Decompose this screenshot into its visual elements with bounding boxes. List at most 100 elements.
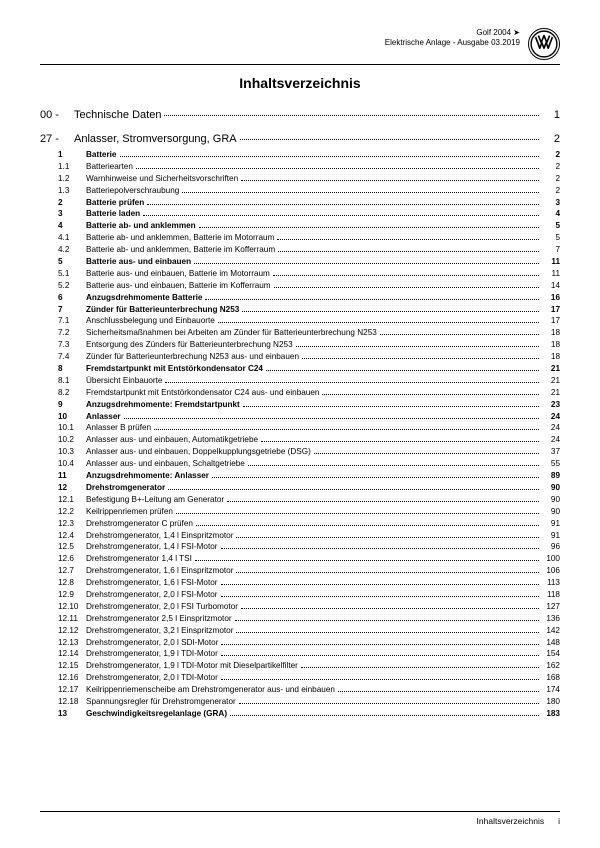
dot-leader <box>143 215 539 216</box>
entry-number: 1.2 <box>58 173 86 185</box>
dot-leader <box>277 239 539 240</box>
entry-number: 12.13 <box>58 637 86 649</box>
dot-leader <box>221 679 539 680</box>
toc-entry: 8Fremdstartpunkt mit Entstörkondensator … <box>40 363 560 375</box>
toc-entry: 4.2Batterie ab- und anklemmen, Batterie … <box>40 244 560 256</box>
entry-title: Drehstromgenerator, 1,9 l TDI-Motor <box>86 648 218 660</box>
entry-title: Befestigung B+-Leitung am Generator <box>86 494 224 506</box>
entry-page: 17 <box>542 304 560 316</box>
entry-number: 12.15 <box>58 660 86 672</box>
entry-title: Drehstromgenerator, 2,0 l FSI-Motor <box>86 589 218 601</box>
entry-page: 100 <box>542 553 560 565</box>
entry-page: 21 <box>542 375 560 387</box>
dot-leader <box>194 263 539 264</box>
entry-page: 118 <box>542 589 560 601</box>
entry-page: 18 <box>542 339 560 351</box>
entry-number: 12.8 <box>58 577 86 589</box>
entry-title: Anlasser aus- und einbauen, Schaltgetrie… <box>86 458 245 470</box>
dot-leader <box>241 180 539 181</box>
toc-entry: 1Batterie2 <box>40 149 560 161</box>
dot-leader <box>182 192 539 193</box>
entry-page: 5 <box>542 220 560 232</box>
entry-number: 7.2 <box>58 327 86 339</box>
dot-leader <box>221 548 539 549</box>
dot-leader <box>278 251 539 252</box>
dot-leader <box>241 608 539 609</box>
entry-page: 91 <box>542 518 560 530</box>
entry-title: Batteriepolverschraubung <box>86 185 179 197</box>
entry-title: Sicherheitsmaßnahmen bei Arbeiten am Zün… <box>86 327 377 339</box>
toc-entry: 1.1Batteriearten2 <box>40 161 560 173</box>
section-title: Technische Daten <box>74 109 161 121</box>
entry-title: Anzugsdrehmomente Batterie <box>86 292 202 304</box>
entry-title: Drehstromgenerator, 1,6 l FSI-Motor <box>86 577 218 589</box>
entry-number: 5 <box>58 256 86 268</box>
entry-number: 1.3 <box>58 185 86 197</box>
toc-entry: 12.13Drehstromgenerator, 2,0 l SDI-Motor… <box>40 637 560 649</box>
dot-leader <box>136 168 539 169</box>
toc-entry: 5.1Batterie aus- und einbauen, Batterie … <box>40 268 560 280</box>
entry-number: 3 <box>58 208 86 220</box>
entry-number: 7.3 <box>58 339 86 351</box>
toc-entry: 10.2Anlasser aus- und einbauen, Automati… <box>40 434 560 446</box>
entry-title: Batterie ab- und anklemmen, Batterie im … <box>86 232 274 244</box>
entry-number: 5.2 <box>58 280 86 292</box>
dot-leader <box>230 715 539 716</box>
entry-page: 106 <box>542 565 560 577</box>
dot-leader <box>322 394 539 395</box>
toc-entry: 7.4Zünder für Batterieunterbrechung N253… <box>40 351 560 363</box>
entry-number: 7 <box>58 304 86 316</box>
entry-title: Batterie aus- und einbauen, Batterie im … <box>86 280 271 292</box>
toc-entry: 12.15Drehstromgenerator, 1,9 l TDI-Motor… <box>40 660 560 672</box>
entry-page: 148 <box>542 637 560 649</box>
toc-entry: 12.7Drehstromgenerator, 1,6 l Einspritzm… <box>40 565 560 577</box>
entry-page: 2 <box>542 161 560 173</box>
entry-number: 5.1 <box>58 268 86 280</box>
dot-leader <box>218 322 539 323</box>
entry-title: Drehstromgenerator, 2,0 l TDI-Motor <box>86 672 218 684</box>
entry-title: Drehstromgenerator 2,5 l Einspritzmotor <box>86 613 232 625</box>
footer-label: Inhaltsverzeichnis <box>477 816 545 826</box>
entry-number: 12.7 <box>58 565 86 577</box>
entry-title: Anlasser aus- und einbauen, Doppelkupplu… <box>86 446 311 458</box>
toc-entry: 7.2Sicherheitsmaßnahmen bei Arbeiten am … <box>40 327 560 339</box>
entry-title: Drehstromgenerator, 3,2 l Einspritzmotor <box>86 625 233 637</box>
entry-number: 11 <box>58 470 86 482</box>
toc-entry: 12.3Drehstromgenerator C prüfen91 <box>40 518 560 530</box>
toc-entry: 8.1Übersicht Einbauorte21 <box>40 375 560 387</box>
toc-entry: 4.1Batterie ab- und anklemmen, Batterie … <box>40 232 560 244</box>
entry-number: 12.11 <box>58 613 86 625</box>
toc-entry: 2Batterie prüfen3 <box>40 197 560 209</box>
dot-leader <box>154 429 539 430</box>
dot-leader <box>235 620 539 621</box>
dot-leader <box>221 644 539 645</box>
section-number: 27 - <box>40 133 74 145</box>
toc-entry: 10.1Anlasser B prüfen24 <box>40 422 560 434</box>
footer-row: Inhaltsverzeichnis i <box>40 816 560 826</box>
entry-number: 10 <box>58 411 86 423</box>
entry-title: Anzugsdrehmomente: Fremdstartpunkt <box>86 399 240 411</box>
entry-page: 162 <box>542 660 560 672</box>
toc-entry: 7.1Anschlussbelegung und Einbauorte17 <box>40 315 560 327</box>
dot-leader <box>221 584 539 585</box>
entry-number: 12.4 <box>58 530 86 542</box>
toc-section-header: 27 -Anlasser, Stromversorgung, GRA2 <box>40 133 560 145</box>
toc-entry: 1.2Warnhinweise und Sicherheitsvorschrif… <box>40 173 560 185</box>
dot-leader <box>236 572 539 573</box>
dot-leader <box>227 501 539 502</box>
dot-leader <box>168 489 539 490</box>
entry-number: 4.2 <box>58 244 86 256</box>
entry-number: 10.1 <box>58 422 86 434</box>
entry-number: 12.12 <box>58 625 86 637</box>
dot-leader <box>120 156 540 157</box>
entry-title: Batterie <box>86 149 117 161</box>
entry-title: Drehstromgenerator C prüfen <box>86 518 193 530</box>
entry-title: Keilrippenriemen prüfen <box>86 506 173 518</box>
entry-title: Anlasser B prüfen <box>86 422 151 434</box>
entry-page: 11 <box>542 256 560 268</box>
entry-page: 89 <box>542 470 560 482</box>
entry-title: Übersicht Einbauorte <box>86 375 162 387</box>
entry-number: 7.1 <box>58 315 86 327</box>
dot-leader <box>296 346 539 347</box>
dot-leader <box>248 465 539 466</box>
